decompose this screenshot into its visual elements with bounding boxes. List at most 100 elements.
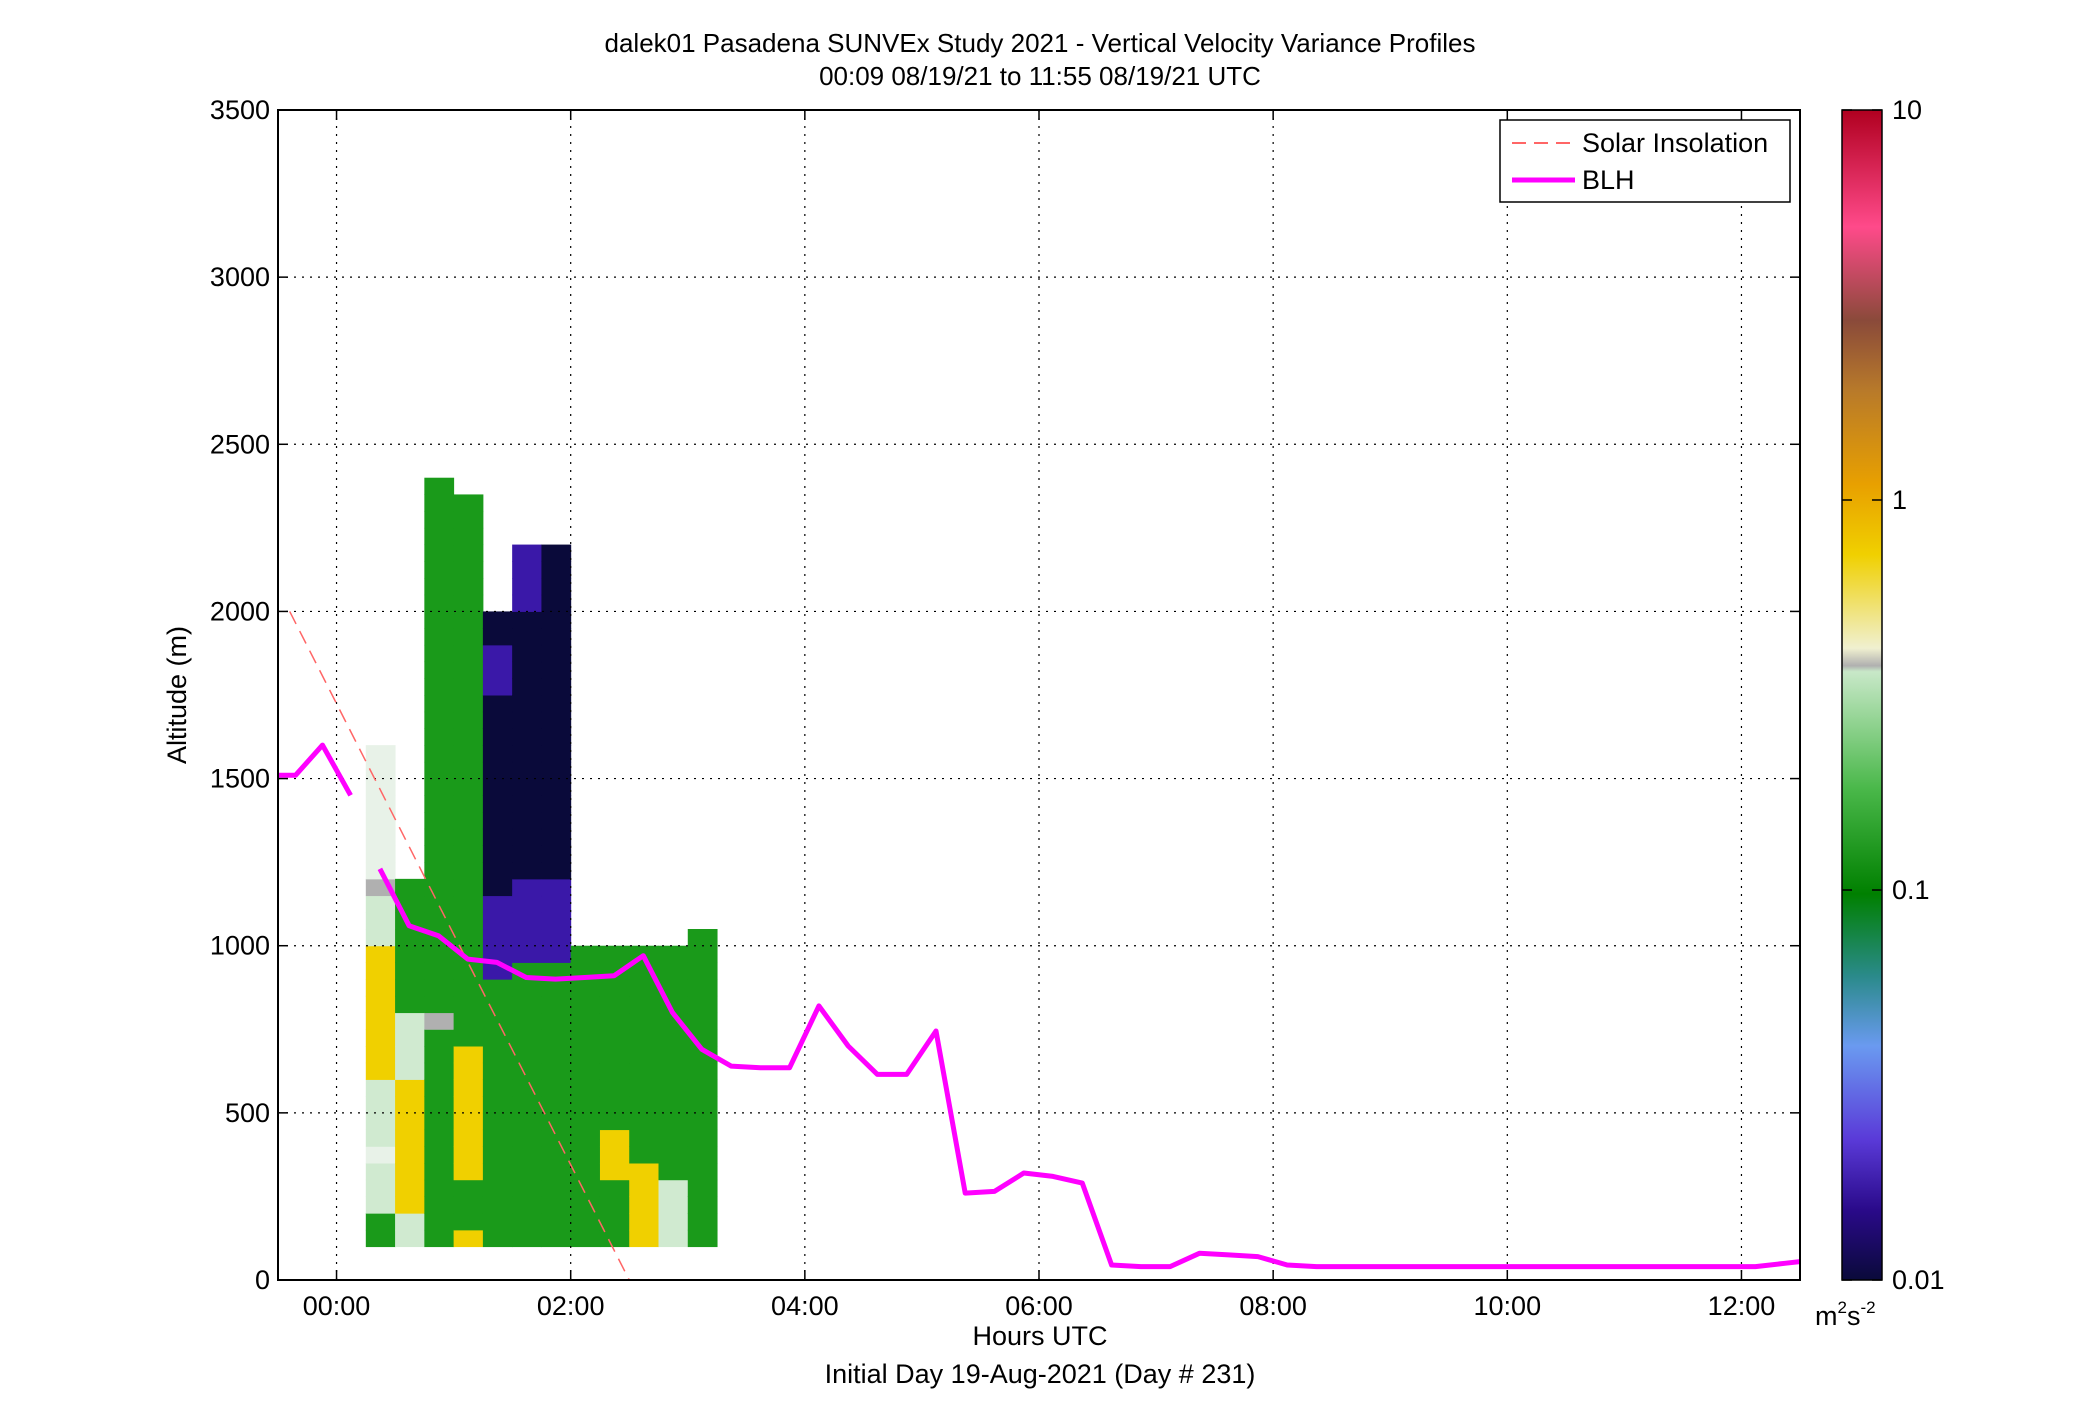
heatmap-cell: [658, 1129, 689, 1147]
heatmap-cell: [599, 1096, 630, 1114]
heatmap-cell: [395, 979, 425, 997]
heatmap-cell: [365, 1129, 396, 1147]
heatmap-cell: [629, 1129, 659, 1147]
heatmap-cell: [541, 628, 572, 646]
heatmap-cell: [453, 745, 484, 763]
heatmap-cell: [658, 962, 689, 980]
heatmap-cell: [512, 594, 542, 612]
heatmap-cell: [599, 1229, 630, 1248]
heatmap-cell: [482, 878, 513, 897]
heatmap-cell: [424, 912, 455, 930]
heatmap-cell: [365, 812, 396, 830]
heatmap-cell: [512, 1129, 542, 1147]
heatmap-cell: [365, 1012, 396, 1030]
heatmap-cell: [482, 1229, 513, 1248]
heatmap-cell: [482, 1179, 513, 1197]
heatmap-cell: [599, 1179, 630, 1197]
heatmap-cell: [512, 745, 542, 763]
heatmap-cell: [424, 1196, 455, 1214]
heatmap-cell: [658, 1096, 689, 1114]
heatmap-cell: [541, 1029, 572, 1047]
grid-lines: [278, 110, 1800, 1280]
heatmap-cell: [541, 1112, 572, 1131]
heatmap-cell: [570, 1179, 601, 1197]
heatmap-cell: [658, 1062, 689, 1080]
heatmap-cell: [512, 1229, 542, 1248]
heatmap-cell: [629, 1012, 659, 1030]
heatmap-cell: [541, 1196, 572, 1214]
heatmap-cell: [482, 1029, 513, 1047]
heatmap-cell: [599, 995, 630, 1014]
colorbar-tick-label: 1: [1892, 485, 1907, 515]
heatmap-cell: [453, 1096, 484, 1114]
heatmap-cell: [570, 1146, 601, 1164]
y-tick-label: 3500: [210, 95, 270, 125]
heatmap-cell: [512, 1012, 542, 1030]
heatmap-cell: [512, 628, 542, 646]
heatmap-cell: [512, 812, 542, 830]
heatmap-cell: [395, 929, 425, 947]
heatmap-cell: [687, 1196, 718, 1214]
legend: Solar Insolation BLH: [1499, 119, 1791, 203]
heatmap-cell: [424, 945, 455, 963]
y-tick-label: 2000: [210, 596, 270, 626]
heatmap-cell: [424, 695, 455, 713]
heatmap-cell: [365, 845, 396, 863]
heatmap-cell: [482, 611, 513, 629]
heatmap-cell: [629, 1179, 659, 1197]
heatmap-cell: [482, 1129, 513, 1147]
y-tick-label: 1500: [210, 764, 270, 794]
heatmap-cell: [687, 1146, 718, 1164]
heatmap-cell: [541, 711, 572, 729]
heatmap-cell: [687, 1046, 718, 1064]
y-tick-label: 500: [225, 1098, 270, 1128]
heatmap-cell: [570, 1213, 601, 1231]
heatmap-cell: [629, 1079, 659, 1097]
heatmap-cell: [453, 711, 484, 729]
heatmap-cell: [424, 778, 455, 796]
heatmap-cell: [424, 979, 455, 997]
heatmap-cell: [512, 1196, 542, 1214]
heatmap-cell: [395, 945, 425, 963]
heatmap-cell: [512, 995, 542, 1014]
heatmap-cell: [424, 1163, 455, 1181]
heatmap-cell: [599, 945, 630, 963]
colorbar-tick-label: 10: [1892, 95, 1922, 125]
heatmap-cell: [453, 878, 484, 897]
heatmap-cell: [482, 661, 513, 679]
heatmap-cell: [453, 678, 484, 696]
heatmap-cell: [512, 728, 542, 746]
heatmap-cell: [570, 1196, 601, 1214]
heatmap-cell: [365, 778, 396, 796]
heatmap-cell: [570, 979, 601, 997]
heatmap-cell: [599, 1029, 630, 1047]
heatmap-cell: [453, 929, 484, 947]
heatmap-cell: [687, 979, 718, 997]
legend-solar-label: Solar Insolation: [1582, 128, 1768, 158]
heatmap-cell: [541, 544, 572, 562]
heatmap-cell: [541, 912, 572, 930]
heatmap-cell: [658, 1079, 689, 1097]
heatmap-cell: [453, 1062, 484, 1080]
heatmap-cell: [687, 1163, 718, 1181]
heatmap-cell: [482, 628, 513, 646]
heatmap-cell: [365, 745, 396, 763]
heatmap-cell: [482, 1196, 513, 1214]
heatmap-cell: [541, 929, 572, 947]
heatmap-cell: [541, 945, 572, 963]
x-tick-label: 06:00: [1005, 1291, 1073, 1321]
heatmap-cell: [541, 1163, 572, 1181]
x-axis: 00:00 02:00 04:00 06:00 08:00 10:00 12:00: [303, 110, 1775, 1321]
heatmap-cell: [541, 962, 572, 980]
heatmap-cell: [658, 1029, 689, 1047]
heatmap-cell: [482, 1012, 513, 1030]
colorbar-tick-label: 0.01: [1892, 1265, 1945, 1295]
heatmap-cell: [570, 1229, 601, 1248]
heatmap-cell: [365, 1079, 396, 1097]
heatmap-cell: [453, 1229, 484, 1248]
heatmap-cell: [482, 695, 513, 713]
heatmap-cell: [570, 1129, 601, 1147]
y-tick-label: 0: [255, 1265, 270, 1295]
heatmap-cell: [541, 1012, 572, 1030]
heatmap-cell: [453, 695, 484, 713]
